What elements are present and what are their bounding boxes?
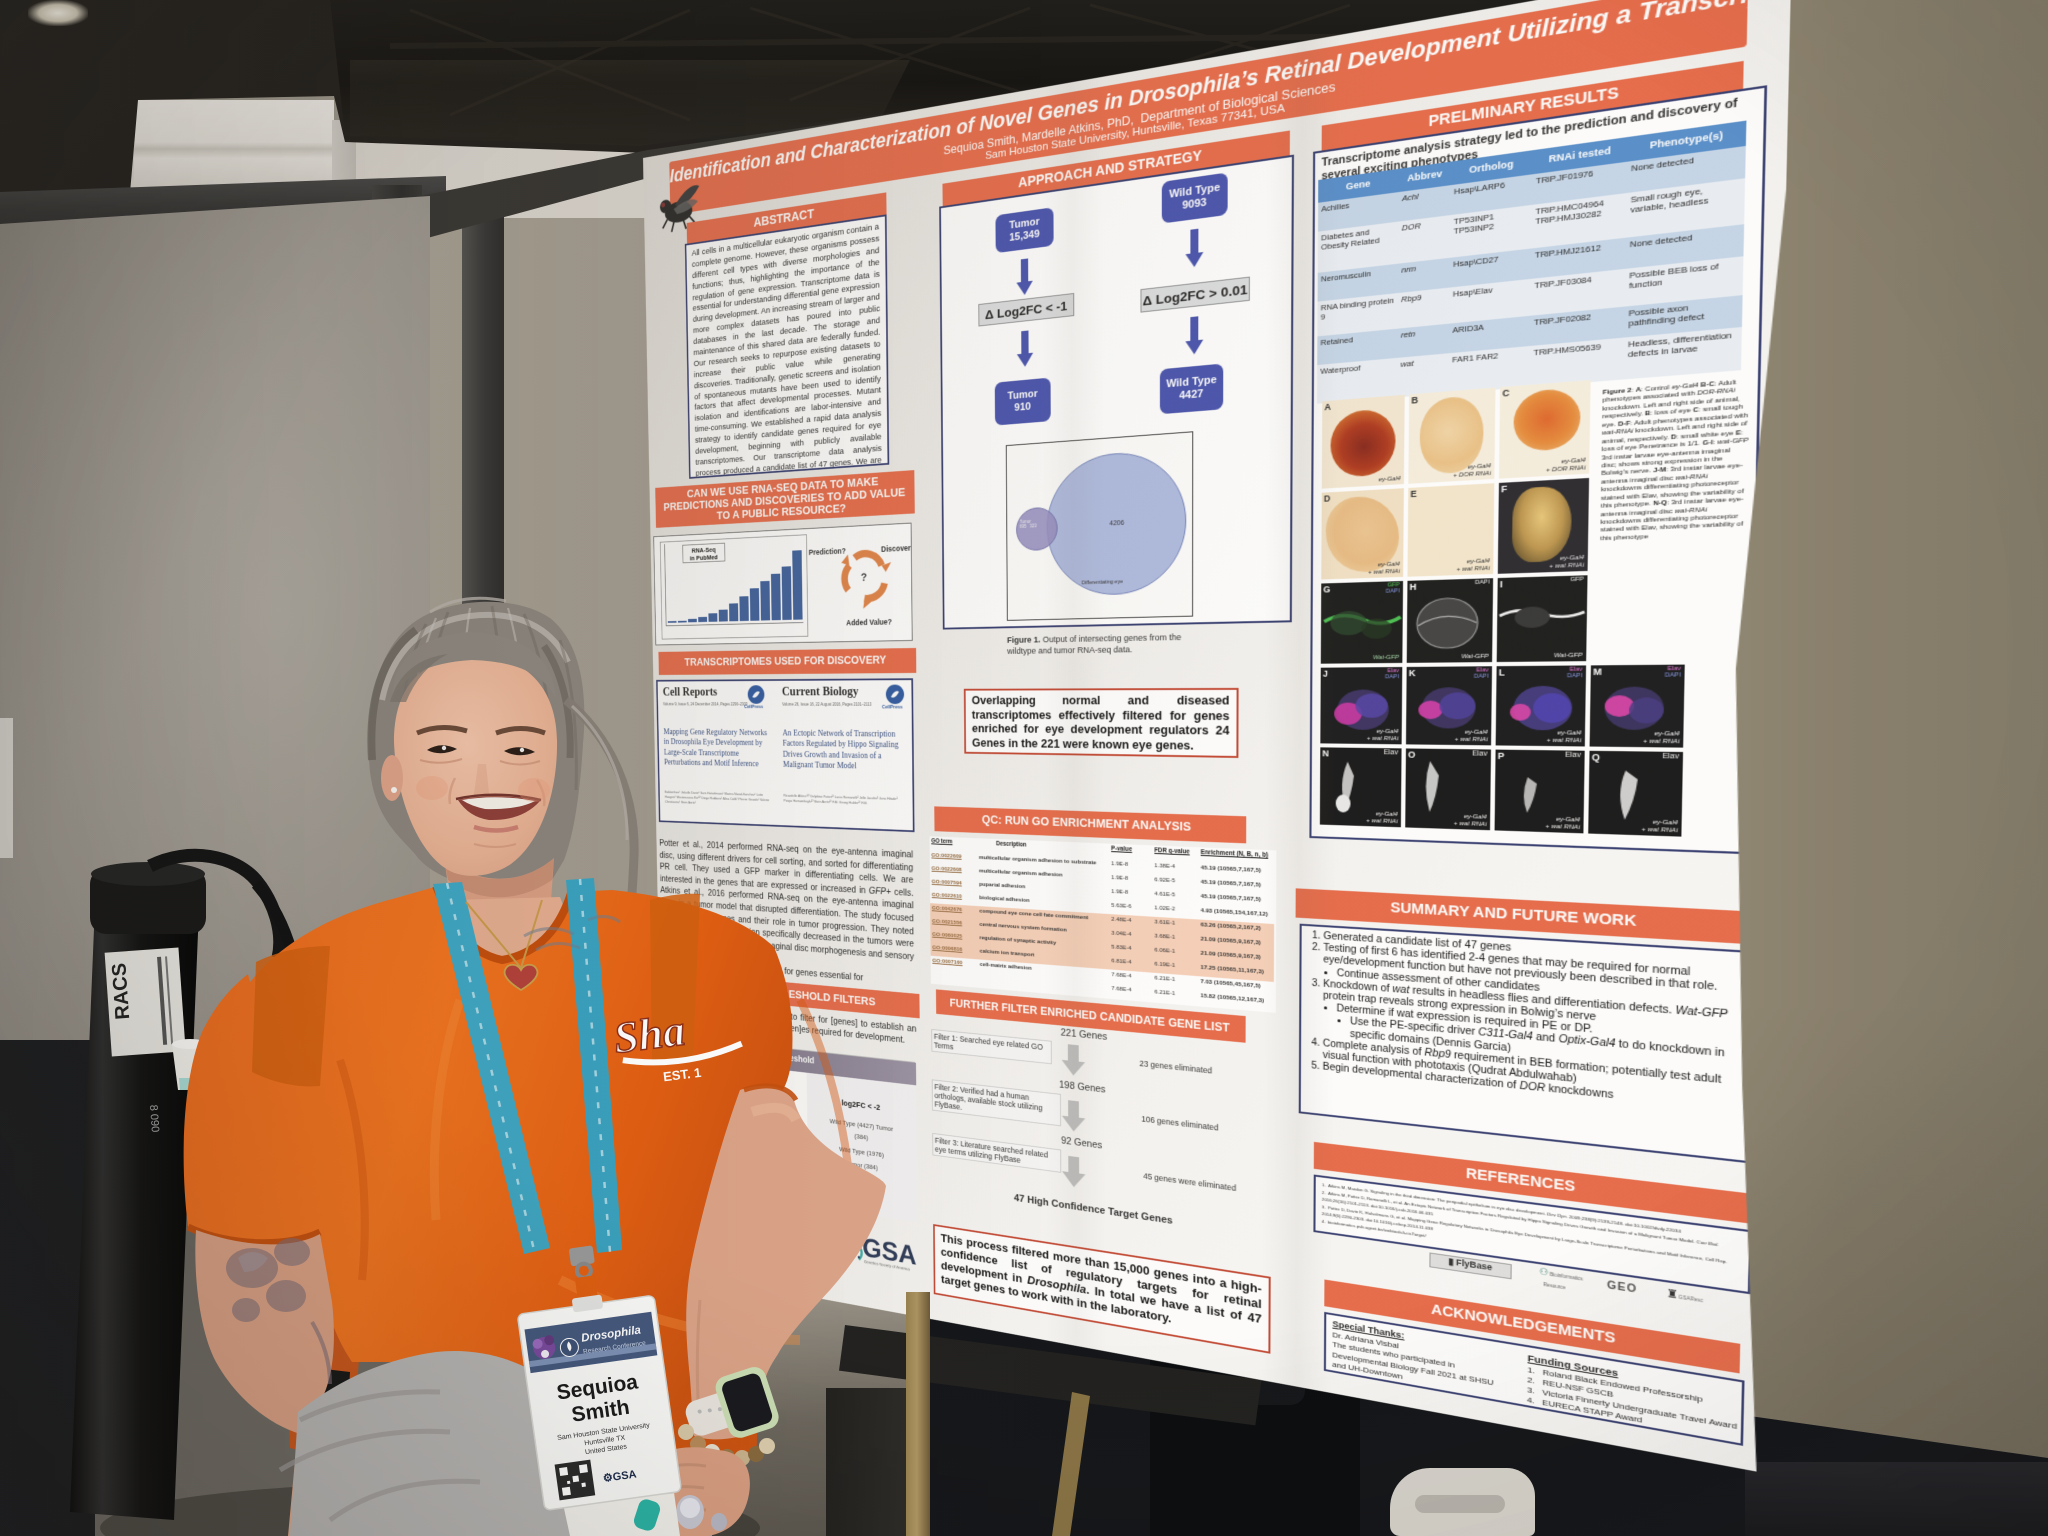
svg-text:⚙GSA: ⚙GSA [602,1468,637,1485]
svg-text:RACS: RACS [108,962,134,1020]
svg-text:EST. 1: EST. 1 [662,1065,702,1085]
svg-text:?: ? [861,571,868,583]
svg-text:8 090: 8 090 [147,1104,161,1132]
svg-text:Sha: Sha [611,1006,687,1063]
